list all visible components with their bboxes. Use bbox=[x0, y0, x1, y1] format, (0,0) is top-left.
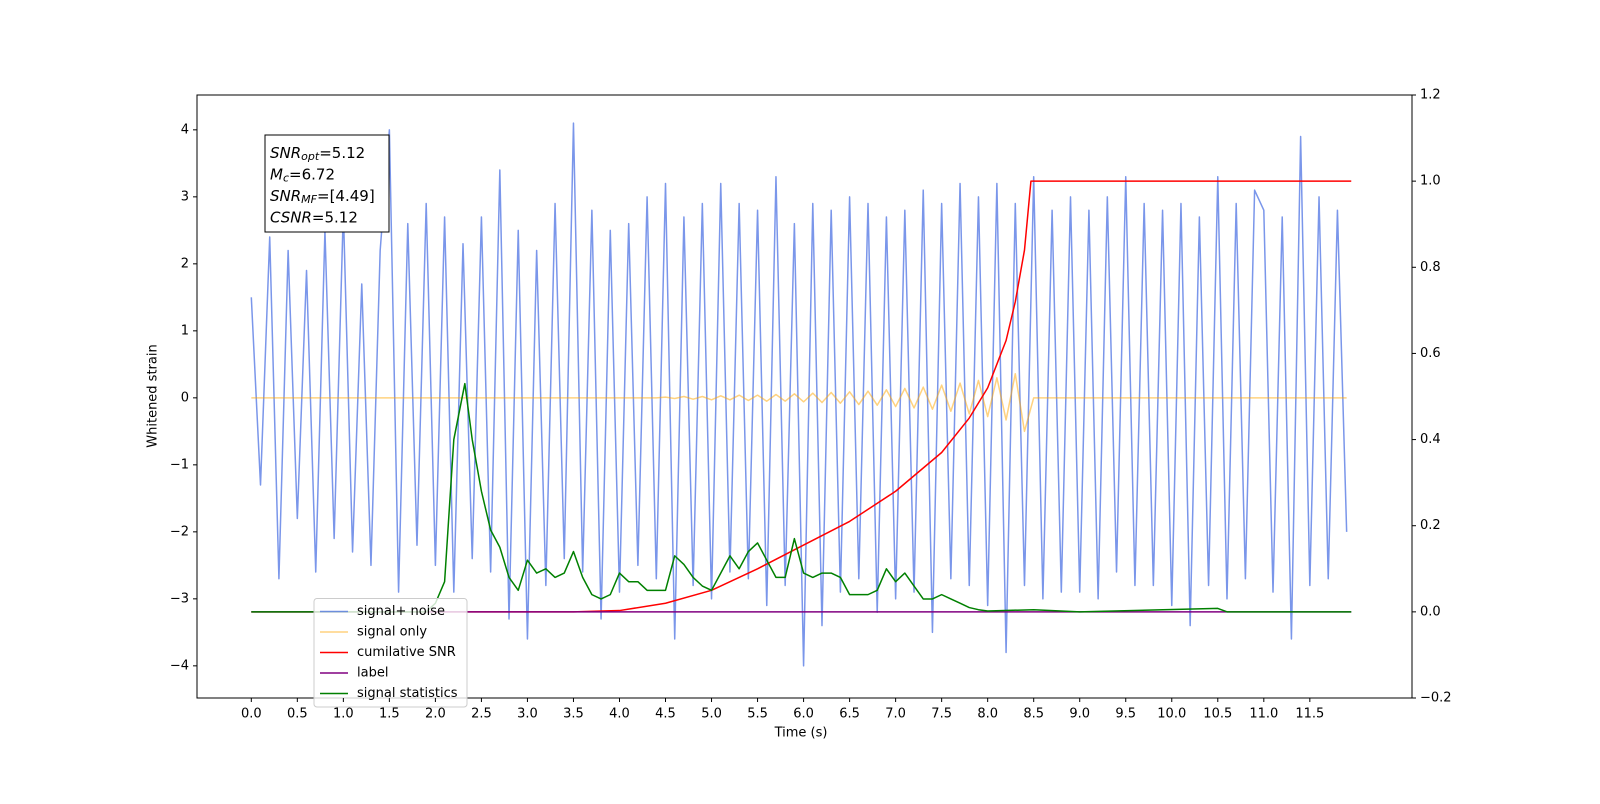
annotation-line: CSNR=5.12 bbox=[270, 208, 358, 226]
x-tick-label: 2.5 bbox=[471, 707, 492, 722]
legend: signal+ noise signal only cumilative SNR la… bbox=[313, 598, 468, 708]
legend-label: signal+ noise bbox=[357, 604, 445, 619]
annotation-value: =[4.49] bbox=[317, 187, 375, 205]
x-tick-label: 5.0 bbox=[701, 707, 722, 722]
series-line bbox=[251, 372, 1347, 433]
series-line bbox=[250, 122, 1348, 667]
y2-tick-label: 1.0 bbox=[1420, 174, 1441, 189]
x-tick-label: 8.0 bbox=[977, 707, 998, 722]
y2-tick-label: 0.8 bbox=[1420, 260, 1441, 275]
legend-box bbox=[313, 598, 468, 708]
x-tick-label: 10.0 bbox=[1157, 707, 1186, 722]
axes-frame bbox=[196, 94, 1413, 699]
y-axis-label: Whitened strain bbox=[146, 344, 161, 447]
x-tick-label: 11.5 bbox=[1295, 707, 1324, 722]
x-tick-label: 8.5 bbox=[1023, 707, 1044, 722]
series-line bbox=[251, 180, 1352, 613]
annotation-subscript: MF bbox=[301, 193, 317, 206]
annotation-symbol: CSNR bbox=[270, 208, 312, 226]
x-tick-label: 3.5 bbox=[563, 707, 584, 722]
x-tick-label: 5.5 bbox=[747, 707, 768, 722]
y-tick-label: −4 bbox=[170, 658, 189, 673]
legend-label: cumilative SNR bbox=[357, 645, 456, 660]
x-tick-label: 6.5 bbox=[839, 707, 860, 722]
annotation-line: Mc=6.72 bbox=[270, 165, 335, 185]
y-tick-label: −1 bbox=[170, 457, 189, 472]
x-tick-label: 3.0 bbox=[517, 707, 538, 722]
annotation-line: SNRMF=[4.49] bbox=[270, 187, 375, 207]
y2-tick-label: 0.6 bbox=[1420, 346, 1441, 361]
series-line bbox=[251, 382, 1352, 613]
y2-tick-label: 0.0 bbox=[1420, 604, 1441, 619]
x-tick-label: 9.5 bbox=[1115, 707, 1136, 722]
annotation-symbol: SNR bbox=[270, 144, 301, 162]
x-tick-label: 0.0 bbox=[241, 707, 262, 722]
x-tick-label: 4.0 bbox=[609, 707, 630, 722]
x-tick-label: 0.5 bbox=[287, 707, 308, 722]
annotation-subscript: opt bbox=[301, 150, 320, 163]
y2-tick-label: 0.2 bbox=[1420, 518, 1441, 533]
annotation-value: =5.12 bbox=[319, 144, 365, 162]
y-tick-label: −3 bbox=[170, 591, 189, 606]
y2-tick-label: −0.2 bbox=[1420, 691, 1452, 706]
annotation-box bbox=[264, 134, 390, 233]
x-tick-label: 1.5 bbox=[379, 707, 400, 722]
y2-tick-label: 0.4 bbox=[1420, 432, 1441, 447]
x-tick-label: 1.0 bbox=[333, 707, 354, 722]
x-axis-label: Time (s) bbox=[774, 726, 828, 741]
legend-label: label bbox=[357, 666, 388, 681]
x-tick-label: 10.5 bbox=[1203, 707, 1232, 722]
annotation-value: =6.72 bbox=[289, 165, 335, 183]
y-tick-label: 0 bbox=[181, 390, 189, 405]
x-tick-label: 7.5 bbox=[931, 707, 952, 722]
annotation-value: =5.12 bbox=[312, 208, 358, 226]
x-tick-label: 2.0 bbox=[425, 707, 446, 722]
y-tick-label: 4 bbox=[181, 122, 189, 137]
annotation-line: SNRopt=5.12 bbox=[270, 144, 365, 164]
annotation-symbol: SNR bbox=[270, 187, 301, 205]
x-tick-label: 9.0 bbox=[1069, 707, 1090, 722]
x-tick-label: 4.5 bbox=[655, 707, 676, 722]
annotation-subscript: c bbox=[283, 172, 289, 185]
y-tick-label: −2 bbox=[170, 524, 189, 539]
y-tick-label: 2 bbox=[181, 256, 189, 271]
y-tick-label: 3 bbox=[181, 189, 189, 204]
x-tick-label: 7.0 bbox=[885, 707, 906, 722]
x-tick-label: 6.0 bbox=[793, 707, 814, 722]
legend-label: signal statistics bbox=[357, 686, 458, 701]
y2-tick-label: 1.2 bbox=[1420, 88, 1441, 103]
y-tick-label: 1 bbox=[181, 323, 189, 338]
annotation-symbol: M bbox=[270, 165, 283, 183]
legend-label: signal only bbox=[357, 625, 427, 640]
x-tick-label: 11.0 bbox=[1249, 707, 1278, 722]
